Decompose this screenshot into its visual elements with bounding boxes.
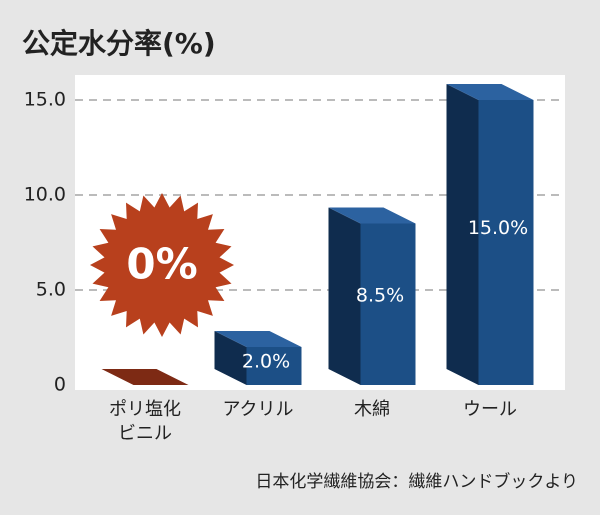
- y-tick-label: 10.0: [24, 184, 66, 206]
- bar-side: [214, 331, 247, 385]
- bar: [101, 369, 189, 385]
- x-tick-label: アクリル: [222, 399, 294, 420]
- bar-top: [328, 207, 416, 224]
- bar: [478, 100, 534, 385]
- y-tick-label: 15.0: [24, 89, 66, 111]
- bar: [360, 223, 416, 385]
- value-label: 0%: [126, 240, 197, 289]
- y-tick-label: 5.0: [36, 279, 66, 301]
- bar-side: [446, 84, 479, 385]
- value-label: 2.0%: [242, 351, 290, 373]
- bar: [246, 347, 302, 385]
- bar-top: [214, 331, 302, 347]
- starburst: [90, 193, 234, 337]
- value-label: 15.0%: [468, 217, 528, 239]
- y-tick-label: 0: [54, 374, 66, 396]
- chart-title: 公定水分率(%): [22, 27, 216, 60]
- x-tick-label: 木綿: [354, 399, 390, 420]
- bar-top: [446, 84, 534, 100]
- x-tick-label: ウール: [463, 399, 517, 420]
- bar-side: [328, 207, 361, 385]
- x-tick-label: ポリ塩化ビニル: [109, 399, 181, 444]
- value-label: 8.5%: [356, 285, 404, 307]
- source-note: 日本化学繊維協会：繊維ハンドブックより: [255, 471, 578, 492]
